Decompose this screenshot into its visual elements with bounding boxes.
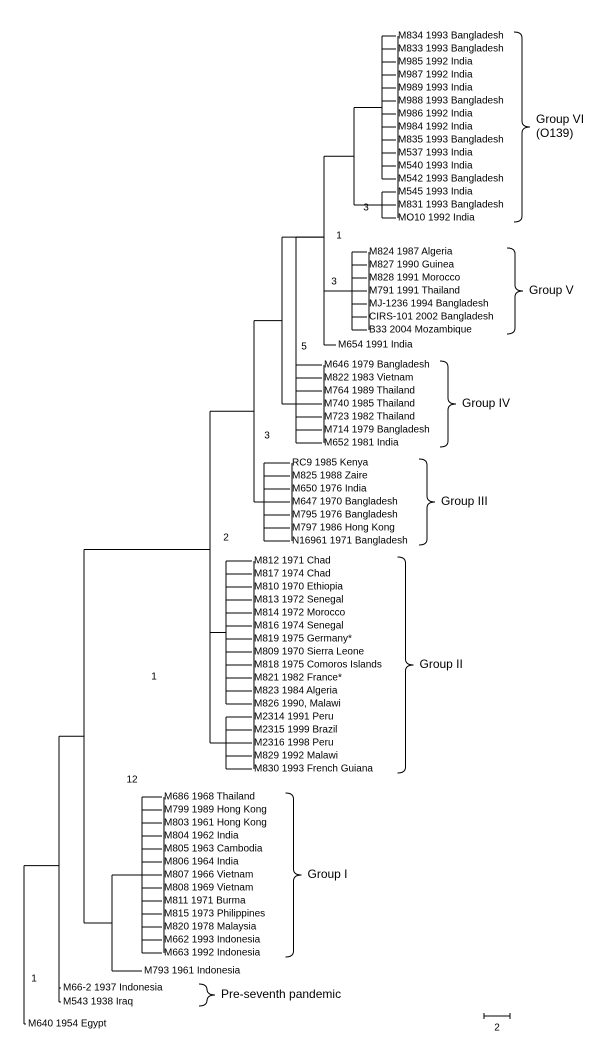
group-iii-leaf: RC9 1985 Kenya <box>292 458 369 469</box>
group-v-leaf: CIRS-101 2002 Bangladesh <box>369 312 494 323</box>
group-II-brace-label: Group II <box>420 657 463 671</box>
group-VI-brace-label: (O139) <box>536 126 573 140</box>
branch-length: 1 <box>31 974 37 985</box>
branch-length: 12 <box>126 775 138 786</box>
scale-label: 2 <box>494 1023 500 1034</box>
group-i-leaf: M662 1993 Indonesia <box>164 935 261 946</box>
group-vi-leaf: M834 1993 Bangladesh <box>398 31 504 42</box>
group-vi-leaf: M988 1993 Bangladesh <box>398 96 504 107</box>
group-ii-leaf: M814 1972 Morocco <box>254 608 346 619</box>
group-iii-leaf: M795 1976 Bangladesh <box>292 510 398 521</box>
group-vi-leaf: M984 1992 India <box>398 122 473 133</box>
group-v-leaf: M827 1990 Guinea <box>369 260 455 271</box>
group-ii-leaf: M2314 1991 Peru <box>254 712 334 723</box>
phylogenetic-tree: M834 1993 Bangladesh M833 1993 Bangladesh… <box>4 4 600 1039</box>
group-vi-leaf: M833 1993 Bangladesh <box>398 44 504 55</box>
group-vi-leaf: M987 1992 India <box>398 70 473 81</box>
group-IV-brace-label: Group IV <box>462 396 510 410</box>
group-i-leaf: M804 1962 India <box>164 831 239 842</box>
group-vi-leaf: M989 1993 India <box>398 83 473 94</box>
group-i-leaf: M805 1963 Cambodia <box>164 844 263 855</box>
group-VI-brace-label: Group VI <box>536 112 584 126</box>
outgroup-leaf: M640 1954 Egypt <box>28 1019 107 1030</box>
group-III-brace <box>419 459 435 545</box>
group-vi-leaf: M985 1992 India <box>398 57 473 68</box>
group-ii-leaf: M816 1974 Senegal <box>254 621 344 632</box>
group-I-brace-label: Group I <box>308 867 348 881</box>
group-i-leaf: M807 1966 Vietnam <box>164 870 253 881</box>
group-III-brace-label: Group III <box>441 494 488 508</box>
branch-length: 3 <box>363 203 369 214</box>
group-vi-leaf: M542 1993 Bangladesh <box>398 174 504 185</box>
group-i-leaf: M820 1978 Malaysia <box>164 922 257 933</box>
pre-pandemic-leaf: M66-2 1937 Indonesia <box>63 983 163 994</box>
group-ii-leaf: M810 1970 Ethiopia <box>254 582 343 593</box>
group-ii-leaf: M809 1970 Sierra Leone <box>254 647 365 658</box>
group-IV-brace <box>440 361 456 447</box>
group-i-leaf: M799 1989 Hong Kong <box>164 805 267 816</box>
group-iv-leaf: M646 1979 Bangladesh <box>324 360 430 371</box>
pre-pandemic-leaf: M543 1938 Iraq <box>63 997 133 1008</box>
branch-length: 3 <box>331 277 337 288</box>
group-iv-leaf: M740 1985 Thailand <box>324 399 415 410</box>
group-vi-leaf: M831 1993 Bangladesh <box>398 200 504 211</box>
group-V-brace <box>507 248 523 334</box>
group-ii-leaf: M817 1974 Chad <box>254 569 331 580</box>
branch-length: 1 <box>151 672 157 683</box>
group-iv-leaf: M714 1979 Bangladesh <box>324 425 430 436</box>
group-v-extra: M654 1991 India <box>338 340 413 351</box>
group-iii-leaf: M797 1986 Hong Kong <box>292 523 395 534</box>
group-ii-leaf: M2316 1998 Peru <box>254 738 334 749</box>
group-ii-leaf: M812 1971 Chad <box>254 556 331 567</box>
group-iii-leaf: N16961 1971 Bangladesh <box>292 536 408 547</box>
group-ii-leaf: M819 1975 Germany* <box>254 634 352 645</box>
group-ii-leaf: M2315 1999 Brazil <box>254 725 337 736</box>
group-II-brace <box>398 557 414 773</box>
branch-length: 5 <box>301 342 307 353</box>
group-ii-leaf: M830 1993 French Guiana <box>254 764 373 775</box>
group-iv-leaf: M822 1983 Vietnam <box>324 373 413 384</box>
group-ii-leaf: M826 1990, Malawi <box>254 699 341 710</box>
group-iii-leaf: M650 1976 India <box>292 484 367 495</box>
group-I-brace <box>286 793 302 957</box>
group-i-leaf: M815 1973 Philippines <box>164 909 265 920</box>
pre-pandemic-brace-label: Pre-seventh pandemic <box>221 987 341 1001</box>
group-i-leaf: M806 1964 India <box>164 857 239 868</box>
group-iv-leaf: M764 1989 Thailand <box>324 386 415 397</box>
group-iii-leaf: M825 1988 Zaire <box>292 471 368 482</box>
branch-length: 2 <box>223 533 229 544</box>
group-v-leaf: B33 2004 Mozambique <box>369 325 472 336</box>
group-vi-leaf: M540 1993 India <box>398 161 473 172</box>
group-iv-leaf: M652 1981 India <box>324 438 399 449</box>
group-ii-leaf: M829 1992 Malawi <box>254 751 338 762</box>
group-iv-leaf: M723 1982 Thailand <box>324 412 415 423</box>
group-ii-leaf: M813 1972 Senegal <box>254 595 344 606</box>
group-iii-leaf: M647 1970 Bangladesh <box>292 497 398 508</box>
group-V-brace-label: Group V <box>529 283 574 297</box>
group-v-leaf: M791 1991 Thailand <box>369 286 460 297</box>
group-vi-leaf: M986 1992 India <box>398 109 473 120</box>
group-v-leaf: M828 1991 Morocco <box>369 273 461 284</box>
group-i-leaf: M808 1969 Vietnam <box>164 883 253 894</box>
group-i-leaf: M686 1968 Thailand <box>164 792 255 803</box>
group-ii-leaf: M818 1975 Comoros Islands <box>254 660 382 671</box>
branch-length: 3 <box>264 431 270 442</box>
group-v-leaf: M824 1987 Algeria <box>369 247 453 258</box>
pre-pandemic-brace <box>199 984 215 1006</box>
group-v-leaf: MJ-1236 1994 Bangladesh <box>369 299 489 310</box>
group-ii-leaf: M823 1984 Algeria <box>254 686 338 697</box>
group-vi-leaf: M545 1993 India <box>398 187 473 198</box>
group-VI-brace <box>514 32 530 222</box>
group-i-leaf: M811 1971 Burma <box>164 896 246 907</box>
group-i-extra: M793 1961 Indonesia <box>144 966 241 977</box>
group-vi-leaf: M835 1993 Bangladesh <box>398 135 504 146</box>
group-vi-leaf: M537 1993 India <box>398 148 473 159</box>
branch-length: 1 <box>336 231 342 242</box>
group-ii-leaf: M821 1982 France* <box>254 673 342 684</box>
group-i-leaf: M663 1992 Indonesia <box>164 948 261 959</box>
group-i-leaf: M803 1961 Hong Kong <box>164 818 267 829</box>
group-vi-leaf: MO10 1992 India <box>398 213 475 224</box>
